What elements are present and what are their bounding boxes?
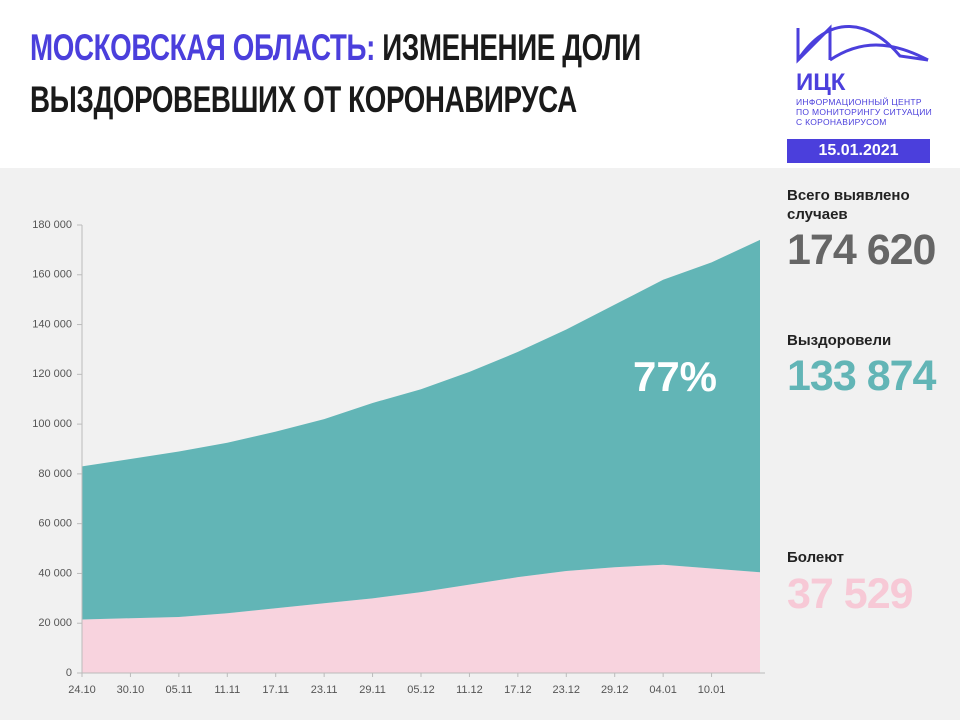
logo-name: ИЦК — [796, 69, 846, 96]
active-label: Болеют — [787, 549, 845, 566]
y-tick-label: 40 000 — [38, 567, 72, 579]
title-text: ИЗМЕНЕНИЕ ДОЛИ ВЫЗДОРОВЕВШИХ ОТ КОРОНАВИ… — [30, 27, 641, 120]
active-value: 37 529 — [787, 570, 914, 618]
y-tick-label: 80 000 — [38, 468, 72, 480]
x-tick-label: 17.12 — [504, 684, 532, 696]
date: 15.01.2021 — [787, 139, 930, 163]
logo: ИЦК — [796, 24, 929, 96]
x-tick-label: 11.12 — [456, 684, 483, 696]
area — [82, 239, 760, 620]
x-tick-label: 30.10 — [117, 684, 145, 696]
y-tick-label: 120 000 — [32, 368, 72, 380]
x-tick-label: 10.01 — [698, 684, 726, 696]
x-tick-label: 23.11 — [311, 684, 338, 696]
logo-caption: ИНФОРМАЦИОННЫЙ ЦЕНТР ПО МОНИТОРИНГУ СИТУ… — [796, 97, 932, 127]
logo-arc — [829, 43, 929, 62]
x-tick-label: 17.11 — [262, 684, 289, 696]
logo-caption-line: ИНФОРМАЦИОННЫЙ ЦЕНТР — [796, 97, 922, 107]
x-tick-label: 23.12 — [553, 684, 581, 696]
y-tick-label: 160 000 — [32, 269, 72, 281]
logo-caption-line: ПО МОНИТОРИНГУ СИТУАЦИИ — [796, 107, 933, 117]
y-tick-label: 140 000 — [32, 318, 72, 330]
chart: 0 20 000 40 000 60 000 80 000 100 000 120 000 1… — [32, 219, 765, 696]
logo-mark — [796, 24, 832, 64]
title-highlight: МОСКОВСКАЯ ОБЛАСТЬ: — [30, 27, 375, 68]
y-tick-label: 0 — [66, 667, 72, 679]
y-tick-label: 60 000 — [38, 518, 72, 530]
x-tick-label: 11.11 — [214, 684, 240, 696]
recovered-label: Выздоровели — [787, 332, 892, 349]
x-tick-label: 24.10 — [68, 684, 96, 696]
recovered-value: 133 874 — [787, 352, 936, 400]
title: МОСКОВСКАЯ ОБЛАСТЬ: ИЗМЕНЕНИЕ ДОЛИ ВЫЗДО… — [30, 22, 690, 126]
y-tick-label: 20 000 — [38, 617, 72, 629]
x-tick-label: 29.11 — [359, 684, 386, 696]
area — [82, 564, 760, 673]
x-tick-label: 04.01 — [649, 684, 677, 696]
total-label: Всего выявлено случаев — [787, 187, 910, 223]
x-tick-label: 05.12 — [407, 684, 435, 696]
total-value: 174 620 — [787, 226, 936, 274]
x-tick-label: 05.11 — [165, 684, 192, 696]
y-tick-label: 180 000 — [32, 219, 72, 231]
logo-caption-line: С КОРОНАВИРУСОМ — [796, 117, 887, 127]
logo-arc — [796, 25, 929, 62]
y-tick-label: 100 000 — [32, 418, 72, 430]
annotation: 77% — [633, 353, 717, 400]
x-tick-label: 29.12 — [601, 684, 629, 696]
